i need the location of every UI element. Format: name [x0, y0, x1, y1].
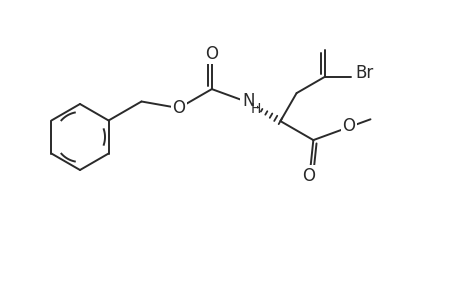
Text: H: H: [250, 102, 260, 116]
Text: O: O: [172, 99, 185, 117]
Text: Br: Br: [354, 64, 372, 82]
Text: O: O: [301, 167, 314, 184]
Text: N: N: [242, 92, 254, 110]
Text: O: O: [205, 45, 218, 63]
Text: O: O: [342, 117, 355, 135]
